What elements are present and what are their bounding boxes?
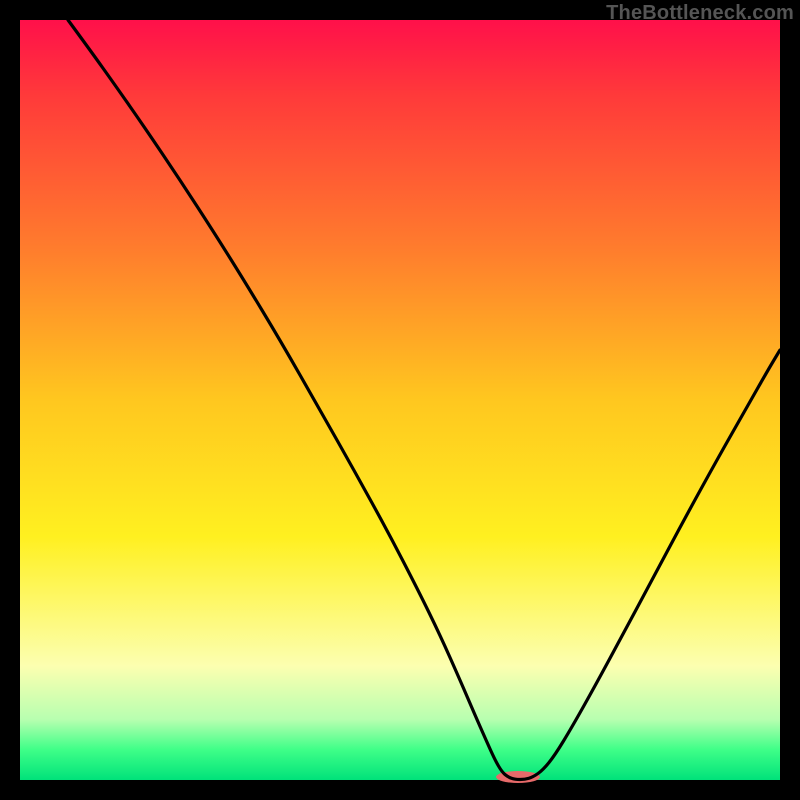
chart-background-gradient bbox=[20, 20, 780, 780]
chart-svg bbox=[0, 0, 800, 800]
bottleneck-chart: TheBottleneck.com bbox=[0, 0, 800, 800]
watermark-text: TheBottleneck.com bbox=[606, 2, 794, 25]
